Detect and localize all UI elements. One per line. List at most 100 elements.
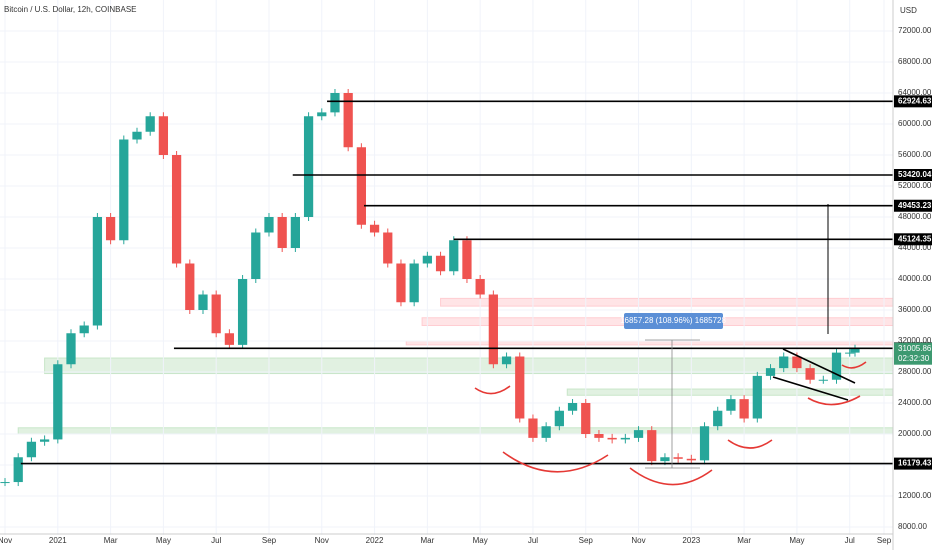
candle-body [356,147,366,225]
arc [841,361,867,369]
last-price: 31005.86 [898,344,932,353]
currency: USD [900,6,917,15]
candle-body [752,375,762,419]
level-tag [894,457,932,470]
candle-body [237,279,248,345]
level-tag [894,199,932,212]
drawings [474,361,867,486]
candle-body [422,255,432,264]
level-label: 45124.35 [898,234,932,243]
candle-body [699,426,710,461]
y-tick-label: 44000.00 [898,243,932,252]
candle-body [343,93,353,148]
zone [440,297,894,307]
x-tick-label: Mar [737,536,751,545]
y-tick-label: 40000.00 [898,274,932,283]
candle-body [850,348,860,353]
trendlines [645,204,856,469]
candle-body [515,356,525,419]
trendline [782,348,856,384]
x-tick-label: Nov [0,536,12,545]
candle-body [660,457,670,462]
countdown: 02:32:30 [898,354,930,363]
grid [0,0,893,535]
candle-body [171,155,182,264]
candle-body [26,441,37,458]
candle-body [726,399,736,411]
x-tick-label: Sep [262,536,277,545]
level-label: 53420.04 [898,170,932,179]
candle-body [264,217,274,233]
measure-box [624,313,723,329]
candle-body [567,403,578,411]
candle-body [290,217,300,248]
candle-body [845,352,855,354]
x-tick-label: Mar [104,536,118,545]
candle-body [686,458,696,461]
candle-body [185,263,195,310]
y-tick-label: 32000.00 [898,336,932,345]
candle-body [330,93,340,113]
candle-body [409,263,419,303]
x-tick-label: 2022 [366,536,384,545]
y-tick-label: 8000.00 [898,522,927,531]
level-label: 62924.63 [898,96,932,105]
zone [44,357,894,375]
y-tick-label: 24000.00 [898,398,932,407]
candle-body [39,439,50,442]
x-tick-label: Sep [877,536,892,545]
candle-body [501,356,512,365]
candle-body [79,325,89,334]
level-tag [894,168,932,181]
candle-body [251,232,261,279]
candle-body [13,457,23,483]
candle-body [92,217,103,326]
y-tick-label: 36000.00 [898,305,932,314]
candle-body [528,418,538,438]
trendline [772,376,849,401]
last-price-tag [894,342,932,365]
candle-body [475,279,485,295]
candle-body [633,430,644,438]
level-tag [894,233,932,246]
candle-body [211,294,221,334]
candle-body [435,255,446,272]
y-tick-label: 20000.00 [898,429,932,438]
x-tick-label: Mar [420,536,434,545]
level-label: 49453.23 [898,201,932,210]
zone [405,340,894,346]
candle-body [739,399,749,419]
y-tick-label: 52000.00 [898,181,932,190]
candle-body [449,240,459,272]
candle-body [303,116,314,217]
candle-body [713,410,723,427]
x-tick-label: Jul [528,536,538,545]
arc [502,451,609,473]
measure-label: 16857.28 (108.96%) 1685728 [620,316,726,325]
arc [474,385,511,395]
candle-body [383,232,393,264]
candle-body [831,352,842,380]
y-tick-label: 68000.00 [898,57,932,66]
x-tick-label: May [156,536,171,545]
x-tick-label: Jul [845,536,855,545]
x-tick-label: May [789,536,804,545]
candle-body [66,333,76,365]
candle-body [620,437,630,440]
candle-body [53,364,63,440]
candle-body [145,116,155,132]
y-tick-label: 28000.00 [898,367,932,376]
x-tick-label: 2021 [49,536,67,545]
candle-body [158,116,169,155]
arc [727,439,773,449]
y-tick-label: 72000.00 [898,26,932,35]
x-tick-label: Sep [579,536,594,545]
candle-body [462,240,472,279]
candle-body [805,368,815,380]
y-tick-label: 64000.00 [898,88,932,97]
level-tag [894,95,932,108]
zone [17,427,894,435]
candle-body [554,410,564,427]
candle-body [607,437,617,440]
